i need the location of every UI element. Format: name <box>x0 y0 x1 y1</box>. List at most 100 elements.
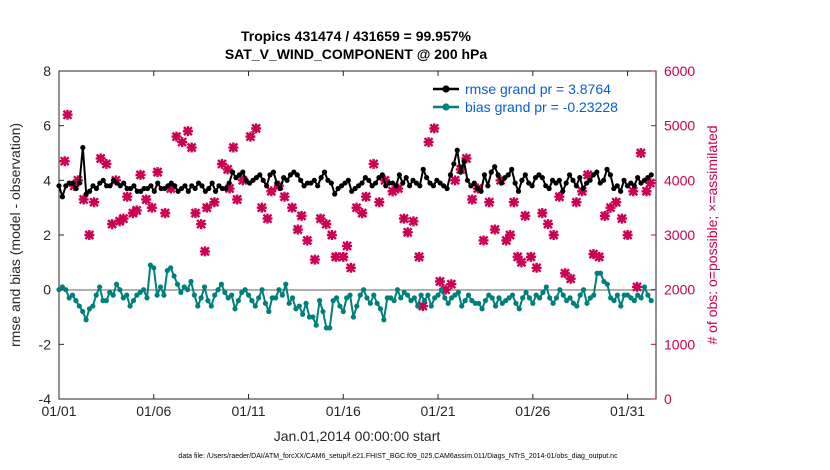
obs-point <box>190 208 201 219</box>
legend-bias-label: bias grand pr = -0.23228 <box>465 99 618 115</box>
rmse-point <box>59 194 66 200</box>
x-tick-label: 01/06 <box>136 403 171 419</box>
y-right-tick-label: 5000 <box>664 118 695 134</box>
x-axis-ticks: 01/01 01/06 01/11 01/16 01/21 01/26 01/31 <box>41 71 645 419</box>
obs-point <box>122 191 133 202</box>
bias-point <box>208 303 214 309</box>
bias-point <box>574 303 580 309</box>
obs-point <box>266 186 277 197</box>
rmse-point <box>206 185 212 192</box>
rmse-point <box>192 185 198 192</box>
obs-point <box>262 213 273 224</box>
bias-point <box>63 287 69 293</box>
rmse-point <box>495 172 501 178</box>
obs-point <box>224 183 235 194</box>
bias-point <box>496 295 502 301</box>
rmse-point <box>76 180 83 186</box>
rmse-point <box>403 175 409 181</box>
rmse-point <box>284 177 290 183</box>
rmse-point <box>264 183 270 189</box>
rmse-point <box>618 188 624 194</box>
bias-point <box>445 300 451 306</box>
obs-point <box>245 131 256 142</box>
bias-point <box>222 289 228 295</box>
bias-point <box>316 298 323 304</box>
bias-point <box>645 292 651 298</box>
bias-point <box>188 278 194 285</box>
rmse-point <box>121 180 127 186</box>
rmse-point <box>328 180 334 186</box>
obs-point <box>330 251 341 262</box>
obs-point <box>302 235 313 246</box>
rmse-point <box>73 185 79 192</box>
obs-point <box>62 109 73 120</box>
bias-point <box>93 292 99 298</box>
obs-point <box>196 219 207 230</box>
obs-point <box>520 210 531 221</box>
obs-point <box>131 205 142 216</box>
obs-point <box>571 197 582 208</box>
obs-point <box>423 137 434 148</box>
y-right-tick-label: 3000 <box>664 227 695 243</box>
bias-point <box>526 295 533 301</box>
bias-point <box>482 298 489 304</box>
rmse-point <box>424 175 430 181</box>
bias-point <box>580 287 587 293</box>
x-tick-label: 01/31 <box>610 403 645 419</box>
obs-point <box>256 202 267 213</box>
rmse-point <box>315 183 321 189</box>
rmse-point <box>560 188 566 194</box>
rmse-point <box>93 185 100 192</box>
bias-point <box>597 270 604 276</box>
bias-point <box>641 284 648 290</box>
obs-point <box>577 186 588 197</box>
obs-point <box>605 202 616 213</box>
bias-point <box>513 300 519 306</box>
rmse-point <box>270 169 277 175</box>
obs-point <box>186 142 197 153</box>
obs-point <box>628 186 639 197</box>
bias-point <box>415 303 421 309</box>
obs-point <box>309 254 320 265</box>
bias-point <box>618 303 624 309</box>
rmse-point <box>345 177 351 183</box>
obs-point <box>342 240 353 251</box>
bias-point <box>340 308 346 315</box>
obs-point <box>209 197 220 208</box>
bias-point <box>367 300 373 306</box>
bias-point <box>520 295 526 301</box>
rmse-point <box>614 183 620 189</box>
obs-point <box>292 224 303 235</box>
bias-point <box>191 292 197 298</box>
bias-point <box>394 287 401 293</box>
obs-point <box>387 186 398 197</box>
rmse-point <box>515 188 522 194</box>
bias-point <box>161 292 167 298</box>
obs-point <box>89 197 100 208</box>
obs-point <box>296 210 307 221</box>
plot-area <box>58 70 657 400</box>
bias-point <box>124 292 130 298</box>
obs-point <box>489 224 500 235</box>
obs-point <box>531 262 542 273</box>
obs-point <box>374 197 385 208</box>
obs-point <box>461 153 472 164</box>
bias-point <box>631 298 637 304</box>
y-left-tick-label: 8 <box>43 63 51 79</box>
rmse-point <box>481 172 488 178</box>
bias-point <box>151 265 157 271</box>
obs-point <box>632 281 643 292</box>
rmse-point <box>318 175 324 181</box>
bias-point <box>428 303 434 309</box>
rmse-point <box>400 180 406 186</box>
obs-point <box>594 251 605 262</box>
bias-point <box>229 292 235 298</box>
obs-point <box>201 202 212 213</box>
bias-point <box>97 284 103 290</box>
rmse-point <box>359 180 365 186</box>
rmse-point <box>570 177 576 183</box>
obs-point <box>599 210 610 221</box>
obs-point <box>152 167 163 178</box>
bias-point <box>611 298 617 304</box>
